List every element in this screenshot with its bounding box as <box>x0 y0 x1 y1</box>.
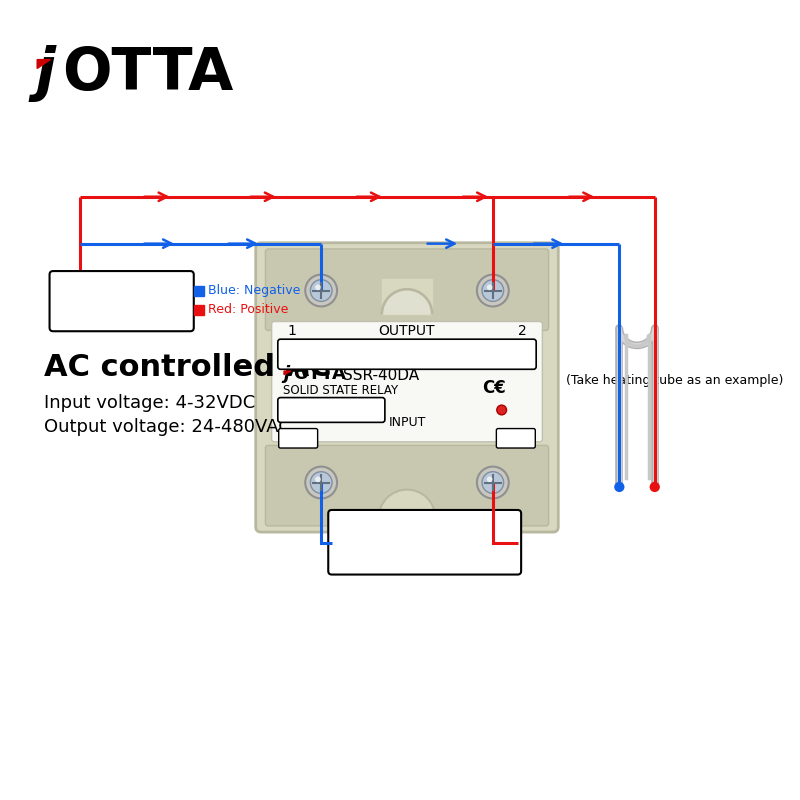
Circle shape <box>315 477 321 482</box>
Circle shape <box>650 482 659 491</box>
Circle shape <box>477 274 509 306</box>
Wedge shape <box>378 490 435 518</box>
FancyBboxPatch shape <box>278 429 318 448</box>
Circle shape <box>315 285 321 290</box>
FancyBboxPatch shape <box>272 322 542 442</box>
FancyBboxPatch shape <box>266 249 549 330</box>
Bar <box>382 279 432 314</box>
Text: AC controlled AC: AC controlled AC <box>44 353 332 382</box>
Circle shape <box>306 274 337 306</box>
Circle shape <box>482 280 504 302</box>
FancyBboxPatch shape <box>266 446 549 526</box>
Text: Blue: Negative: Blue: Negative <box>208 284 300 297</box>
Polygon shape <box>284 371 291 374</box>
Polygon shape <box>37 60 50 69</box>
Text: 24-480V: 24-480V <box>94 303 149 317</box>
Circle shape <box>486 477 493 482</box>
Text: 1: 1 <box>287 324 297 338</box>
FancyBboxPatch shape <box>50 271 194 331</box>
Text: OTTA: OTTA <box>293 366 346 383</box>
Text: SOLID STATE RELAY: SOLID STATE RELAY <box>283 384 398 397</box>
Text: DC power supply: DC power supply <box>354 523 495 541</box>
Circle shape <box>615 482 624 491</box>
Text: AC power supply: AC power supply <box>66 284 177 297</box>
FancyBboxPatch shape <box>496 429 535 448</box>
Circle shape <box>310 280 332 302</box>
Text: 4-32VDC: 4-32VDC <box>302 403 361 417</box>
Text: Output voltage: 24-480VAC: Output voltage: 24-480VAC <box>44 418 291 436</box>
FancyBboxPatch shape <box>328 510 521 574</box>
FancyBboxPatch shape <box>256 242 558 532</box>
Text: C€: C€ <box>482 378 506 397</box>
Text: INPUT: INPUT <box>388 417 426 430</box>
Text: j: j <box>283 366 290 383</box>
Circle shape <box>477 466 509 498</box>
Wedge shape <box>383 290 431 314</box>
Text: Red: Positive: Red: Positive <box>208 303 288 317</box>
Text: 40A: 40A <box>480 346 511 362</box>
Circle shape <box>497 405 506 415</box>
Text: SSR-40DA: SSR-40DA <box>343 369 419 383</box>
Text: OTTA: OTTA <box>62 45 233 102</box>
Text: 2: 2 <box>518 324 526 338</box>
Circle shape <box>306 466 337 498</box>
Text: 4-32VDC: 4-32VDC <box>388 544 462 562</box>
Text: Input voltage: 4-32VDC: Input voltage: 4-32VDC <box>44 394 255 412</box>
Text: 3+: 3+ <box>506 432 525 445</box>
Circle shape <box>310 472 332 494</box>
FancyBboxPatch shape <box>278 398 385 422</box>
Circle shape <box>486 285 493 290</box>
Text: -4: -4 <box>292 432 304 445</box>
Text: 24-480VAC: 24-480VAC <box>291 346 381 362</box>
FancyBboxPatch shape <box>278 339 536 370</box>
Text: OUTPUT: OUTPUT <box>378 324 435 338</box>
Text: j: j <box>35 45 55 102</box>
Text: (Take heating tube as an example): (Take heating tube as an example) <box>566 374 784 387</box>
Circle shape <box>482 472 504 494</box>
